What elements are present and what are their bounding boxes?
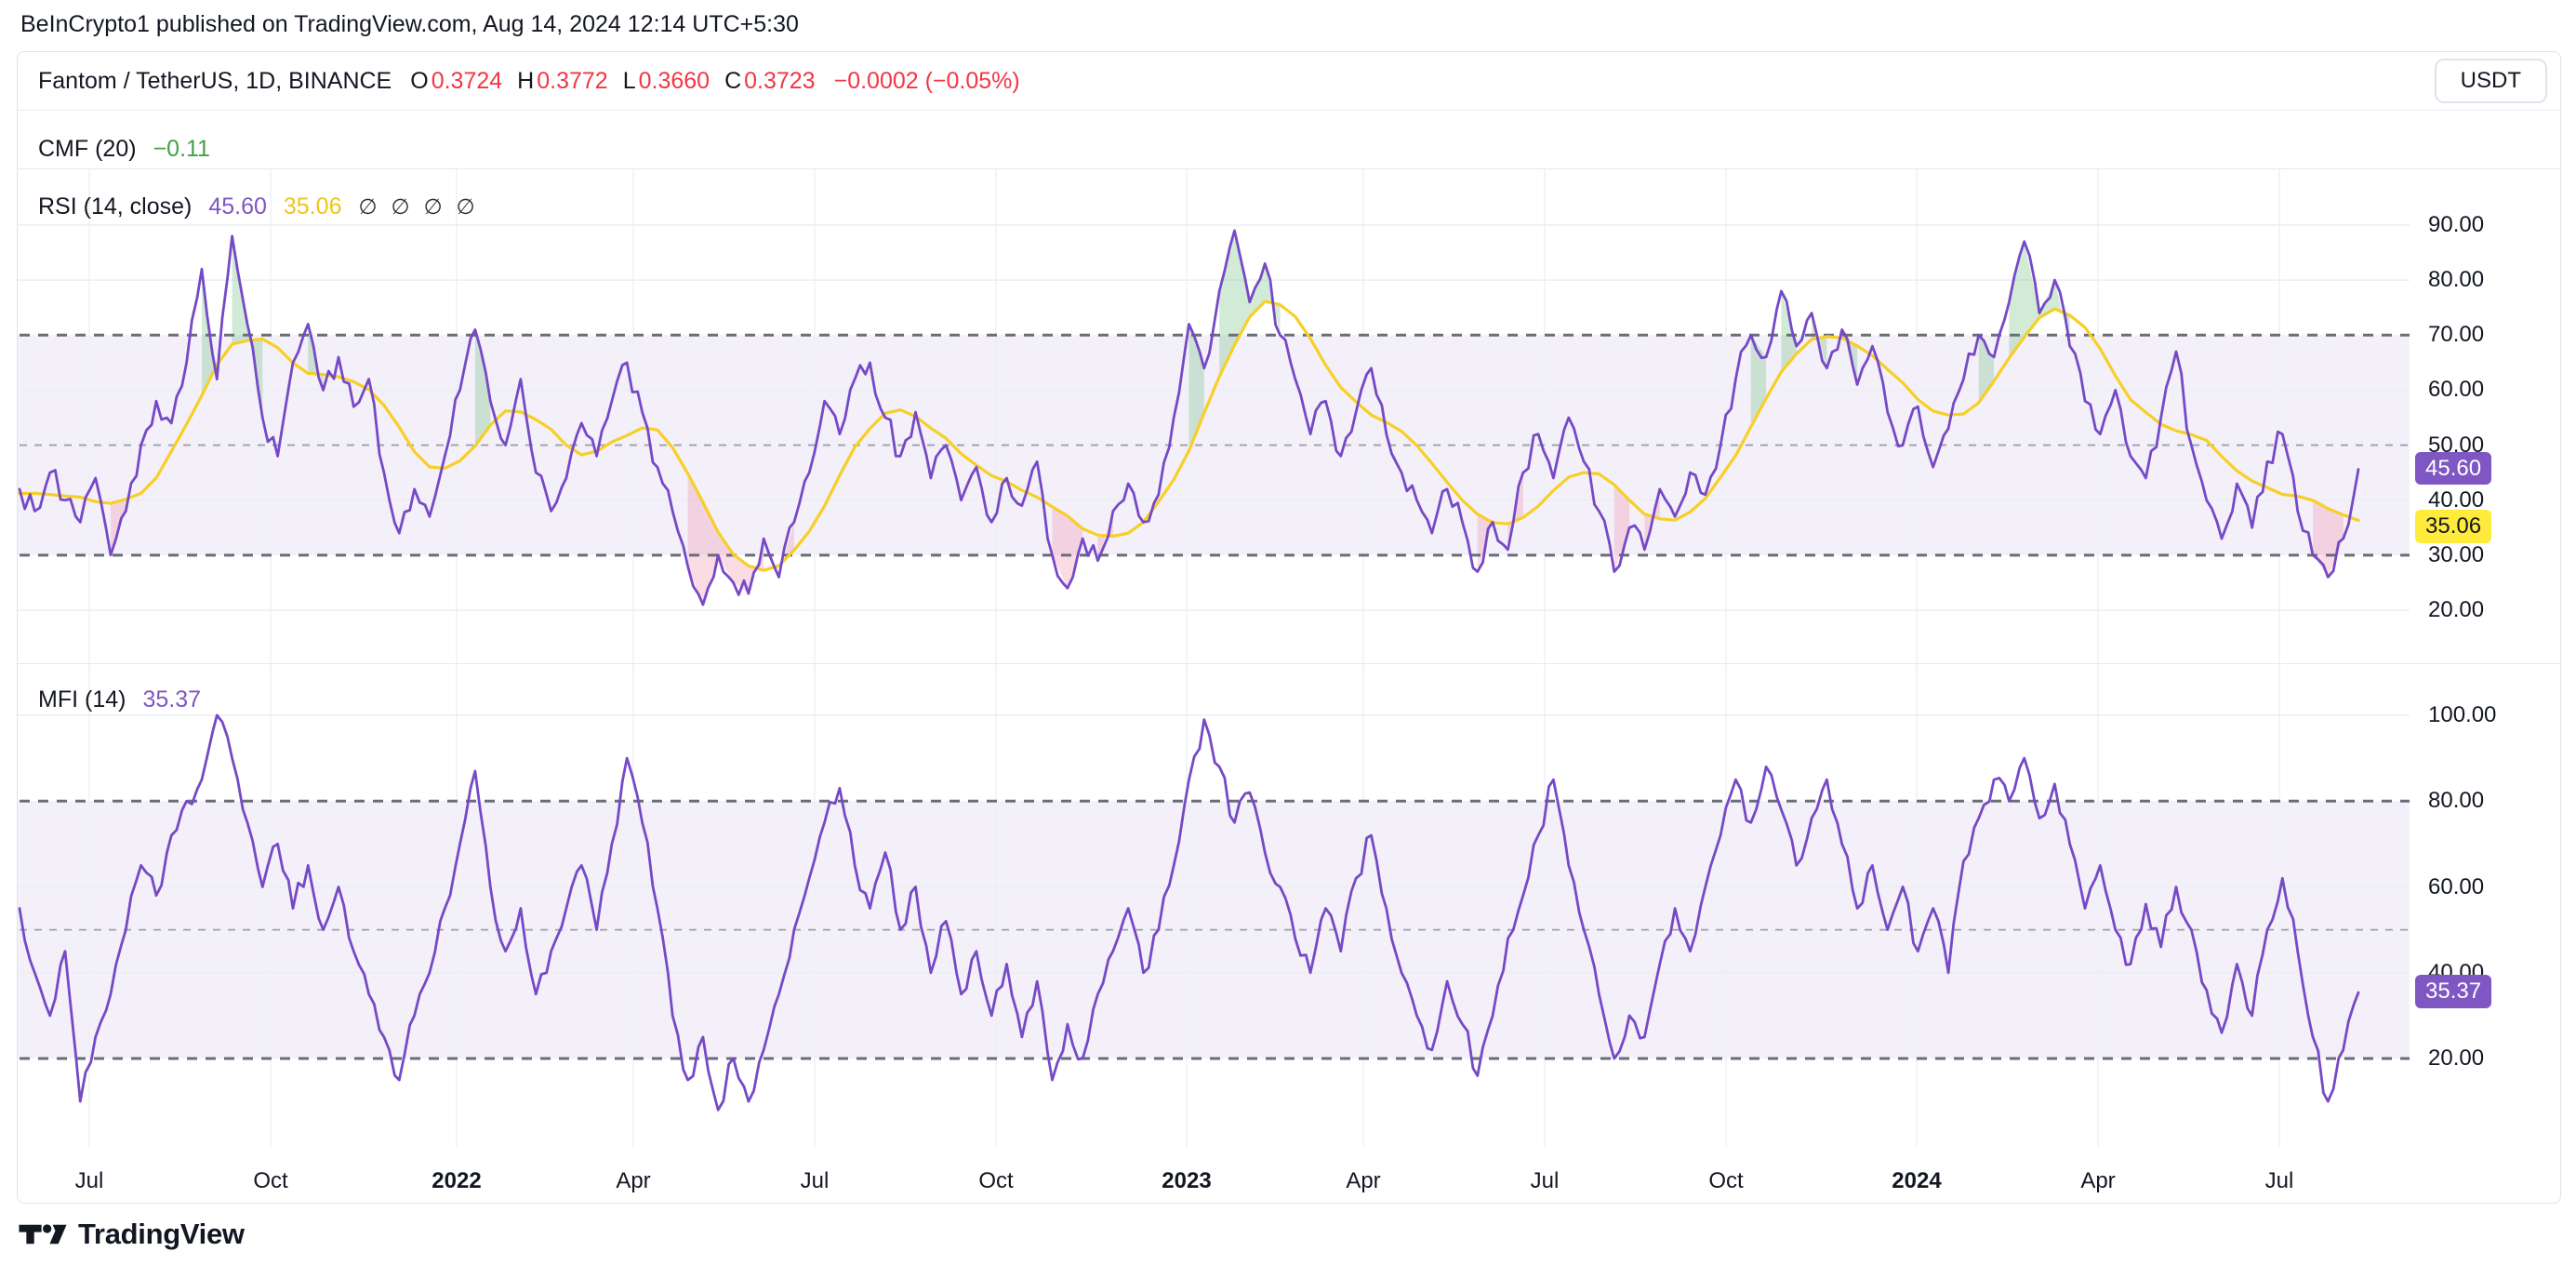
x-axis-label-jul: Jul <box>800 1168 830 1193</box>
separator <box>18 663 2560 664</box>
y-axis-label: 80.00 <box>2428 267 2485 293</box>
empty-set-icon: ∅ <box>456 194 475 219</box>
y-axis-label: 100.00 <box>2428 702 2497 727</box>
y-axis-label: 20.00 <box>2428 596 2485 622</box>
x-axis-label-apr: Apr <box>1346 1168 1381 1193</box>
yellow-last-value-badge: 35.06 <box>2415 509 2492 543</box>
x-axis-label-oct: Oct <box>978 1168 1014 1193</box>
ohlc-L: L 0.3660 <box>622 67 710 94</box>
y-axis-label: 20.00 <box>2428 1045 2485 1071</box>
x-axis-label-apr: Apr <box>616 1168 651 1193</box>
tradingview-logo[interactable]: TradingView <box>19 1212 245 1257</box>
empty-set-icon: ∅ <box>423 194 443 219</box>
chart-frame: Fantom / TetherUS, 1D, BINANCE O 0.3724 H 0… <box>17 51 2561 1204</box>
rsi-ma-value: 35.06 <box>283 193 342 220</box>
cmf-value: −0.11 <box>153 136 210 162</box>
attribution-text: BeInCrypto1 published on TradingView.com… <box>20 11 799 37</box>
y-axis-label: 70.00 <box>2428 322 2485 348</box>
ohlc-values: O 0.3724 H 0.3772 L 0.3660 C 0.3723 <box>410 68 815 95</box>
x-axis-label-apr: Apr <box>2080 1168 2116 1193</box>
rsi-label: RSI (14, close) <box>38 193 193 220</box>
y-axis-label: 80.00 <box>2428 788 2485 814</box>
cmf-pane-header[interactable]: CMF (20) −0.11 <box>38 136 210 163</box>
y-axis-label: 90.00 <box>2428 212 2485 237</box>
purple-last-value-badge: 35.37 <box>2415 975 2492 1008</box>
currency-toggle-button[interactable]: USDT <box>2434 59 2547 103</box>
y-axis-label: 40.00 <box>2428 486 2485 513</box>
separator <box>18 168 2560 169</box>
rsi-plot[interactable] <box>18 168 2560 663</box>
y-axis-label: 60.00 <box>2428 873 2485 899</box>
tradingview-logo-icon <box>19 1224 67 1245</box>
symbol-title[interactable]: Fantom / TetherUS, 1D, BINANCE <box>38 67 392 94</box>
purple-last-value-badge: 45.60 <box>2415 451 2492 486</box>
x-axis-label-oct: Oct <box>253 1168 288 1193</box>
cmf-label: CMF (20) <box>38 136 137 162</box>
x-axis-label-jul: Jul <box>2264 1168 2294 1193</box>
y-axis-label: 30.00 <box>2428 541 2485 567</box>
mfi-label: MFI (14) <box>38 686 126 712</box>
ohlc-H: H 0.3772 <box>517 67 608 94</box>
x-axis-label-2024: 2024 <box>1892 1168 1942 1193</box>
x-axis-label-2022: 2022 <box>432 1168 482 1193</box>
x-axis-label-jul: Jul <box>74 1168 104 1193</box>
mfi-value: 35.37 <box>142 686 202 712</box>
x-axis-label-jul: Jul <box>1530 1168 1560 1193</box>
separator <box>18 110 2560 111</box>
x-axis-label-oct: Oct <box>1708 1168 1744 1193</box>
empty-set-icons: ∅ ∅ ∅ ∅ <box>358 194 474 220</box>
change-value: −0.0002 (−0.05%) <box>833 67 1020 94</box>
mfi-pane-header[interactable]: MFI (14) 35.37 <box>38 686 201 713</box>
y-axis-label: 60.00 <box>2428 377 2485 403</box>
empty-set-icon: ∅ <box>391 194 410 219</box>
mfi-plot[interactable] <box>18 663 2560 1159</box>
tradingview-logo-text: TradingView <box>78 1218 245 1250</box>
symbol-row: Fantom / TetherUS, 1D, BINANCE O 0.3724 H 0… <box>18 52 2560 110</box>
x-axis-label-2023: 2023 <box>1162 1168 1212 1193</box>
rsi-value: 45.60 <box>208 193 267 220</box>
empty-set-icon: ∅ <box>358 194 378 219</box>
ohlc-C: C 0.3723 <box>724 67 816 94</box>
ohlc-O: O 0.3724 <box>410 67 503 94</box>
rsi-pane-header[interactable]: RSI (14, close) 45.60 35.06 ∅ ∅ ∅ ∅ <box>38 193 475 220</box>
